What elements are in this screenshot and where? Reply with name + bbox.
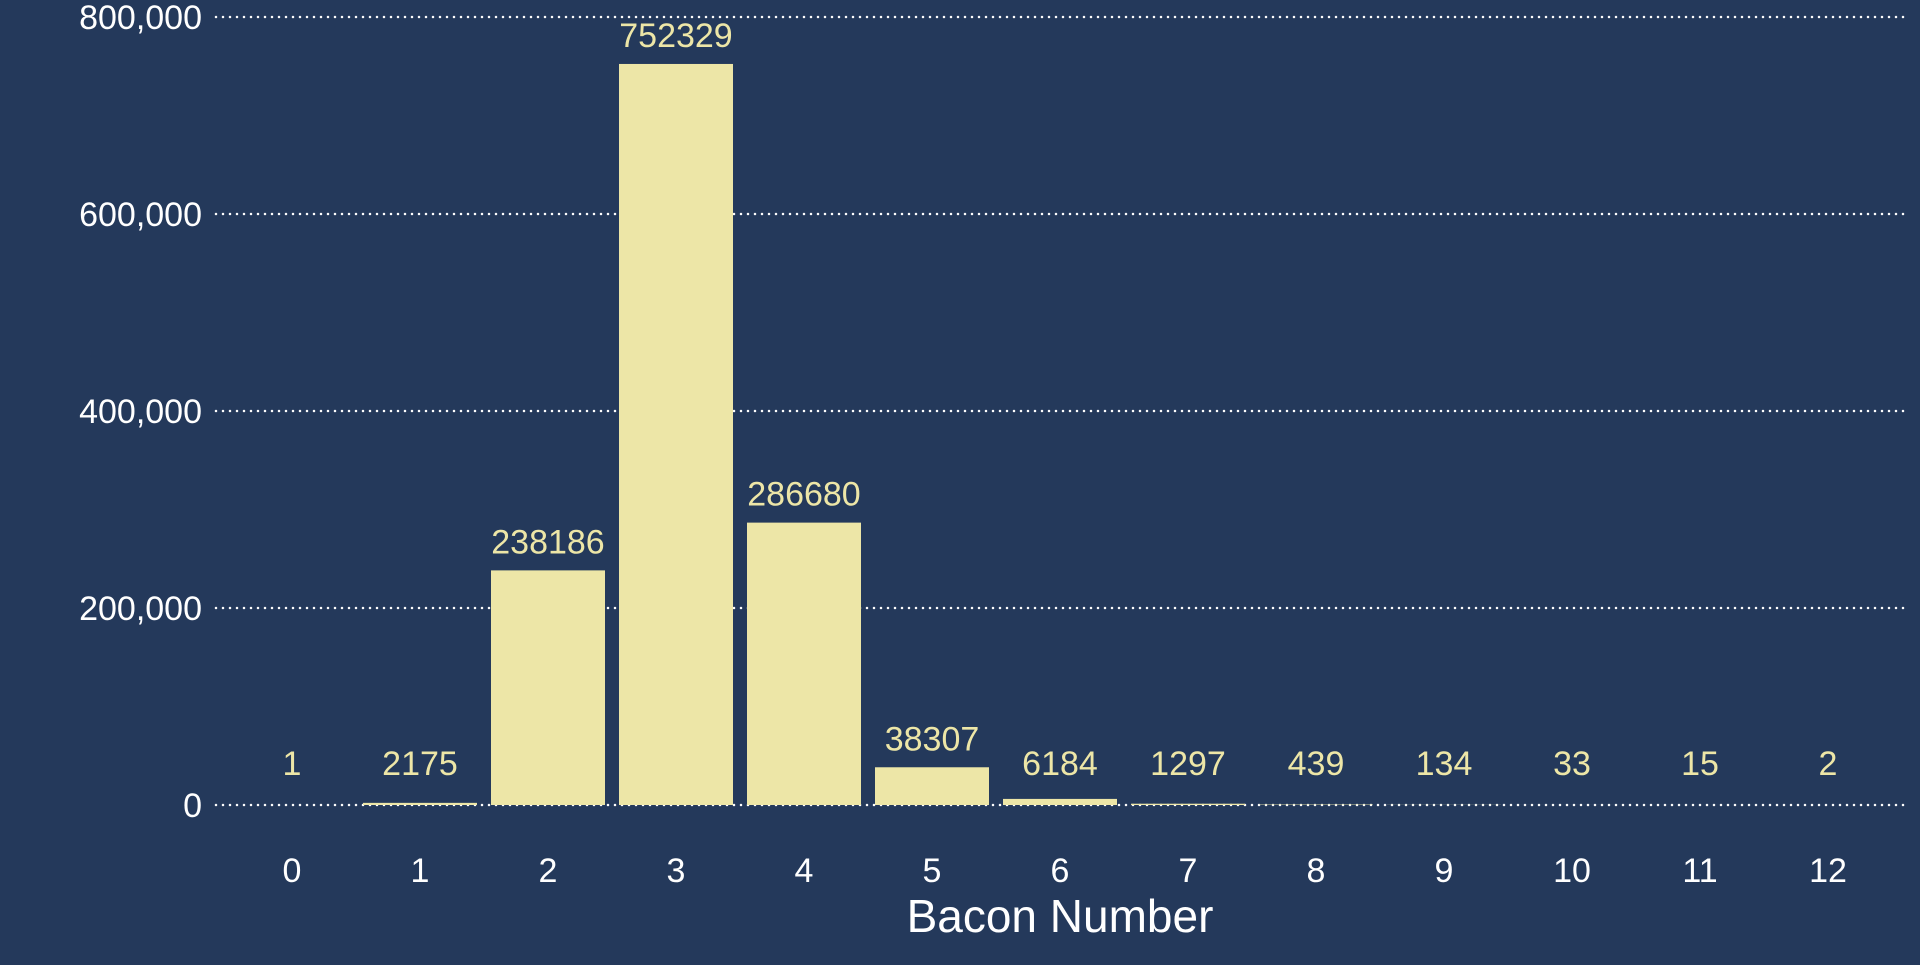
data-label: 6184 [1022, 745, 1098, 783]
bar [619, 64, 733, 805]
y-tick-label: 600,000 [79, 196, 202, 234]
data-label: 752329 [619, 17, 732, 55]
x-tick-label: 0 [283, 852, 302, 890]
y-tick-label: 200,000 [79, 590, 202, 628]
x-axis-title: Bacon Number [907, 890, 1214, 942]
bar [491, 570, 605, 805]
bar [363, 803, 477, 805]
data-label: 33 [1553, 745, 1591, 783]
x-tick-label: 12 [1809, 852, 1847, 890]
x-tick-label: 2 [539, 852, 558, 890]
y-tick-label: 0 [183, 787, 202, 825]
y-tick-label: 400,000 [79, 393, 202, 431]
x-tick-label: 4 [795, 852, 814, 890]
data-label: 15 [1681, 745, 1719, 783]
data-label: 439 [1288, 745, 1345, 783]
x-tick-label: 8 [1307, 852, 1326, 890]
x-tick-label: 3 [667, 852, 686, 890]
x-tick-label: 9 [1435, 852, 1454, 890]
data-label: 2 [1819, 745, 1838, 783]
data-label: 134 [1416, 745, 1473, 783]
data-label: 238186 [491, 523, 604, 561]
bar [1131, 804, 1245, 805]
data-label: 38307 [885, 720, 980, 758]
data-label: 1297 [1150, 745, 1226, 783]
y-tick-label: 800,000 [79, 0, 202, 37]
x-tick-label: 5 [923, 852, 942, 890]
bar [1003, 799, 1117, 805]
x-tick-label: 7 [1179, 852, 1198, 890]
data-label: 1 [283, 745, 302, 783]
x-tick-label: 10 [1553, 852, 1591, 890]
x-tick-label: 6 [1051, 852, 1070, 890]
data-label: 2175 [382, 745, 458, 783]
x-tick-label: 1 [411, 852, 430, 890]
bar [747, 523, 861, 805]
x-tick-label: 11 [1682, 852, 1717, 890]
data-label: 286680 [747, 476, 860, 514]
bar [875, 767, 989, 805]
